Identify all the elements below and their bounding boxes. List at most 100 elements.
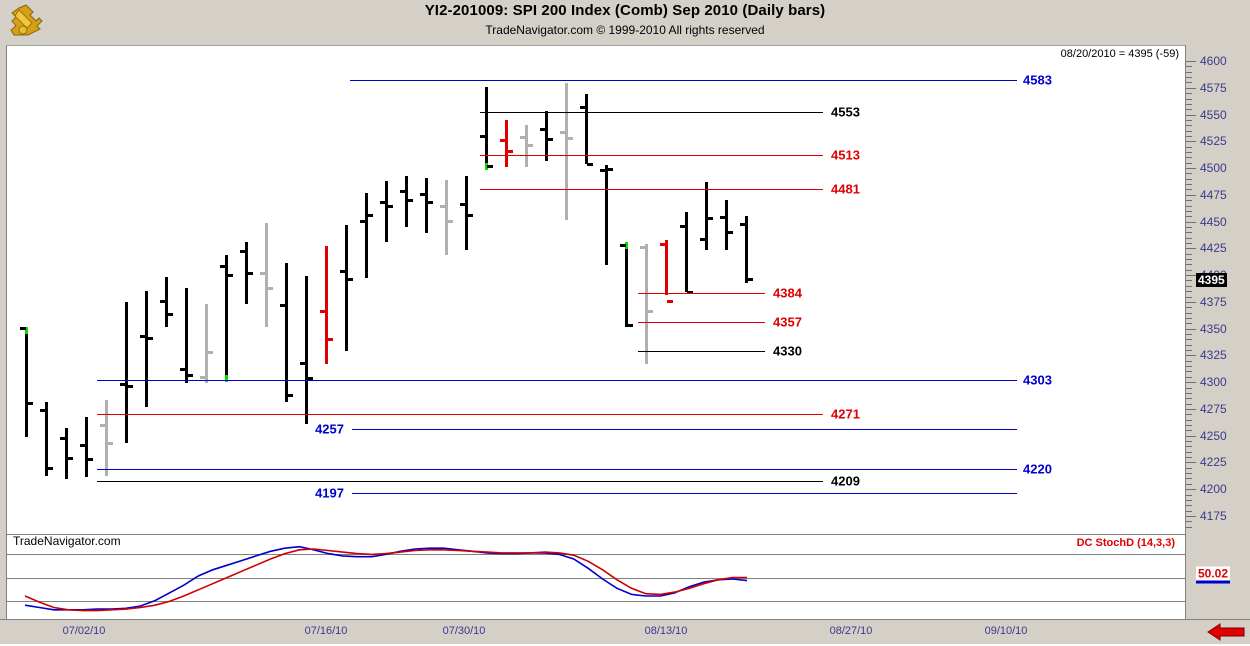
price-axis-tick: [1186, 489, 1196, 491]
price-axis-label: 4600: [1200, 54, 1227, 69]
price-level-line[interactable]: [638, 293, 765, 295]
price-axis-minor-tick: [1186, 82, 1192, 84]
current-price-marker: 4395: [1196, 273, 1227, 288]
price-level-line[interactable]: [352, 429, 1017, 431]
price-axis-minor-tick: [1186, 226, 1192, 228]
ohlc-open-tick: [740, 222, 746, 226]
ohlc-bar: [125, 301, 128, 444]
ohlc-bar: [325, 246, 328, 364]
ohlc-bar: [605, 164, 608, 266]
price-axis-minor-tick: [1186, 173, 1192, 175]
ohlc-close-tick: [327, 338, 333, 342]
ohlc-close-tick: [227, 273, 233, 277]
ohlc-open-tick: [40, 408, 46, 412]
ohlc-open-tick: [500, 139, 506, 143]
ohlc-open-tick: [220, 265, 226, 269]
price-level-line[interactable]: [638, 322, 765, 324]
stochastic-line-K: [24, 545, 748, 611]
price-axis-minor-tick: [1186, 109, 1192, 111]
price-axis-minor-tick: [1186, 125, 1192, 127]
ohlc-close-tick: [187, 373, 193, 377]
price-pane[interactable]: 08/20/2010 = 4395 (-59) 4583 4553 4513 4481…: [7, 46, 1185, 533]
price-level-line[interactable]: [97, 414, 823, 416]
price-level-line[interactable]: [97, 379, 1017, 381]
ohlc-open-tick: [660, 242, 666, 246]
ohlc-bar: [705, 181, 708, 251]
ohlc-bar: [245, 241, 248, 304]
price-axis-minor-tick: [1186, 119, 1192, 121]
ohlc-close-tick: [447, 220, 453, 224]
price-axis-minor-tick: [1186, 312, 1192, 314]
ohlc-bar: [405, 175, 408, 227]
ohlc-bar: [85, 417, 88, 478]
price-level-label: 4330: [773, 343, 802, 359]
date-axis[interactable]: 07/02/10 07/16/10 07/30/10 08/13/10 08/27/10…: [0, 619, 1250, 644]
ohlc-bar: [385, 180, 388, 242]
price-axis-tick: [1186, 462, 1196, 464]
price-level-line[interactable]: [638, 351, 765, 353]
ohlc-open-tick: [420, 192, 426, 196]
price-axis-minor-tick: [1186, 446, 1192, 448]
stochastic-indicator-pane[interactable]: TradeNavigator.com DC StochD (14,3,3): [7, 534, 1185, 619]
price-level-line[interactable]: [480, 155, 823, 157]
ohlc-open-tick: [540, 128, 546, 132]
price-axis-minor-tick: [1186, 232, 1192, 234]
price-axis-label: 4325: [1200, 348, 1227, 363]
ohlc-bar: [625, 241, 628, 328]
scroll-left-arrow-icon[interactable]: [1206, 623, 1246, 641]
stochastic-line-D: [24, 548, 747, 612]
price-axis-label: 4200: [1200, 482, 1227, 497]
price-axis-label: 4500: [1200, 161, 1227, 176]
price-axis-minor-tick: [1186, 419, 1192, 421]
indicator-reference-line: [7, 577, 1185, 579]
price-axis-minor-tick: [1186, 371, 1192, 373]
price-axis-label: 4425: [1200, 241, 1227, 256]
price-axis-tick: [1186, 435, 1196, 437]
price-axis-minor-tick: [1186, 366, 1192, 368]
ohlc-bar: [565, 83, 568, 221]
ohlc-close-tick: [107, 442, 113, 446]
price-axis-label: 4225: [1200, 455, 1227, 470]
price-level-line[interactable]: [480, 189, 823, 191]
ohlc-close-tick: [367, 214, 373, 218]
price-axis-minor-tick: [1186, 243, 1192, 244]
price-axis-label: 4275: [1200, 401, 1227, 416]
price-axis-minor-tick: [1186, 505, 1192, 507]
plot-area[interactable]: 08/20/2010 = 4395 (-59) 4583 4553 4513 4481…: [6, 45, 1186, 620]
price-axis-tick: [1186, 221, 1196, 223]
ohlc-close-tick: [47, 466, 53, 470]
price-axis-minor-tick: [1186, 253, 1192, 255]
signal-dot-icon: [25, 327, 28, 335]
ohlc-bar: [425, 177, 428, 234]
price-axis-minor-tick: [1186, 441, 1192, 443]
price-level-label: 4513: [831, 147, 860, 163]
page-title: YI2-201009: SPI 200 Index (Comb) Sep 201…: [424, 2, 826, 19]
price-axis-tick: [1186, 248, 1196, 250]
chart-header: YI2-201009: SPI 200 Index (Comb) Sep 201…: [0, 0, 1250, 45]
ohlc-close-tick: [567, 136, 573, 140]
price-axis-minor-tick: [1186, 483, 1192, 485]
price-level-line[interactable]: [350, 80, 1017, 82]
price-axis-minor-tick: [1186, 189, 1192, 191]
ohlc-open-tick: [60, 436, 66, 440]
ohlc-close-tick: [667, 299, 673, 303]
price-level-line[interactable]: [97, 468, 1017, 470]
price-axis-tick: [1186, 408, 1196, 410]
ohlc-close-tick: [427, 201, 433, 205]
price-level-line[interactable]: [97, 480, 823, 482]
ohlc-close-tick: [607, 168, 613, 172]
price-axis-label: 4300: [1200, 375, 1227, 390]
price-level-line[interactable]: [480, 112, 823, 114]
ohlc-open-tick: [520, 135, 526, 139]
price-axis-minor-tick: [1186, 98, 1192, 100]
ohlc-bar: [265, 222, 268, 328]
price-axis[interactable]: 4600457545504525450044754450442544004375…: [1185, 45, 1250, 618]
price-level-line[interactable]: [352, 493, 1017, 495]
price-axis-minor-tick: [1186, 71, 1192, 73]
price-axis-minor-tick: [1186, 499, 1192, 501]
ohlc-close-tick: [407, 199, 413, 203]
ohlc-bar: [645, 244, 648, 364]
price-axis-minor-tick: [1186, 376, 1192, 378]
indicator-reference-line: [7, 600, 1185, 602]
price-level-label: 4257: [315, 421, 344, 437]
